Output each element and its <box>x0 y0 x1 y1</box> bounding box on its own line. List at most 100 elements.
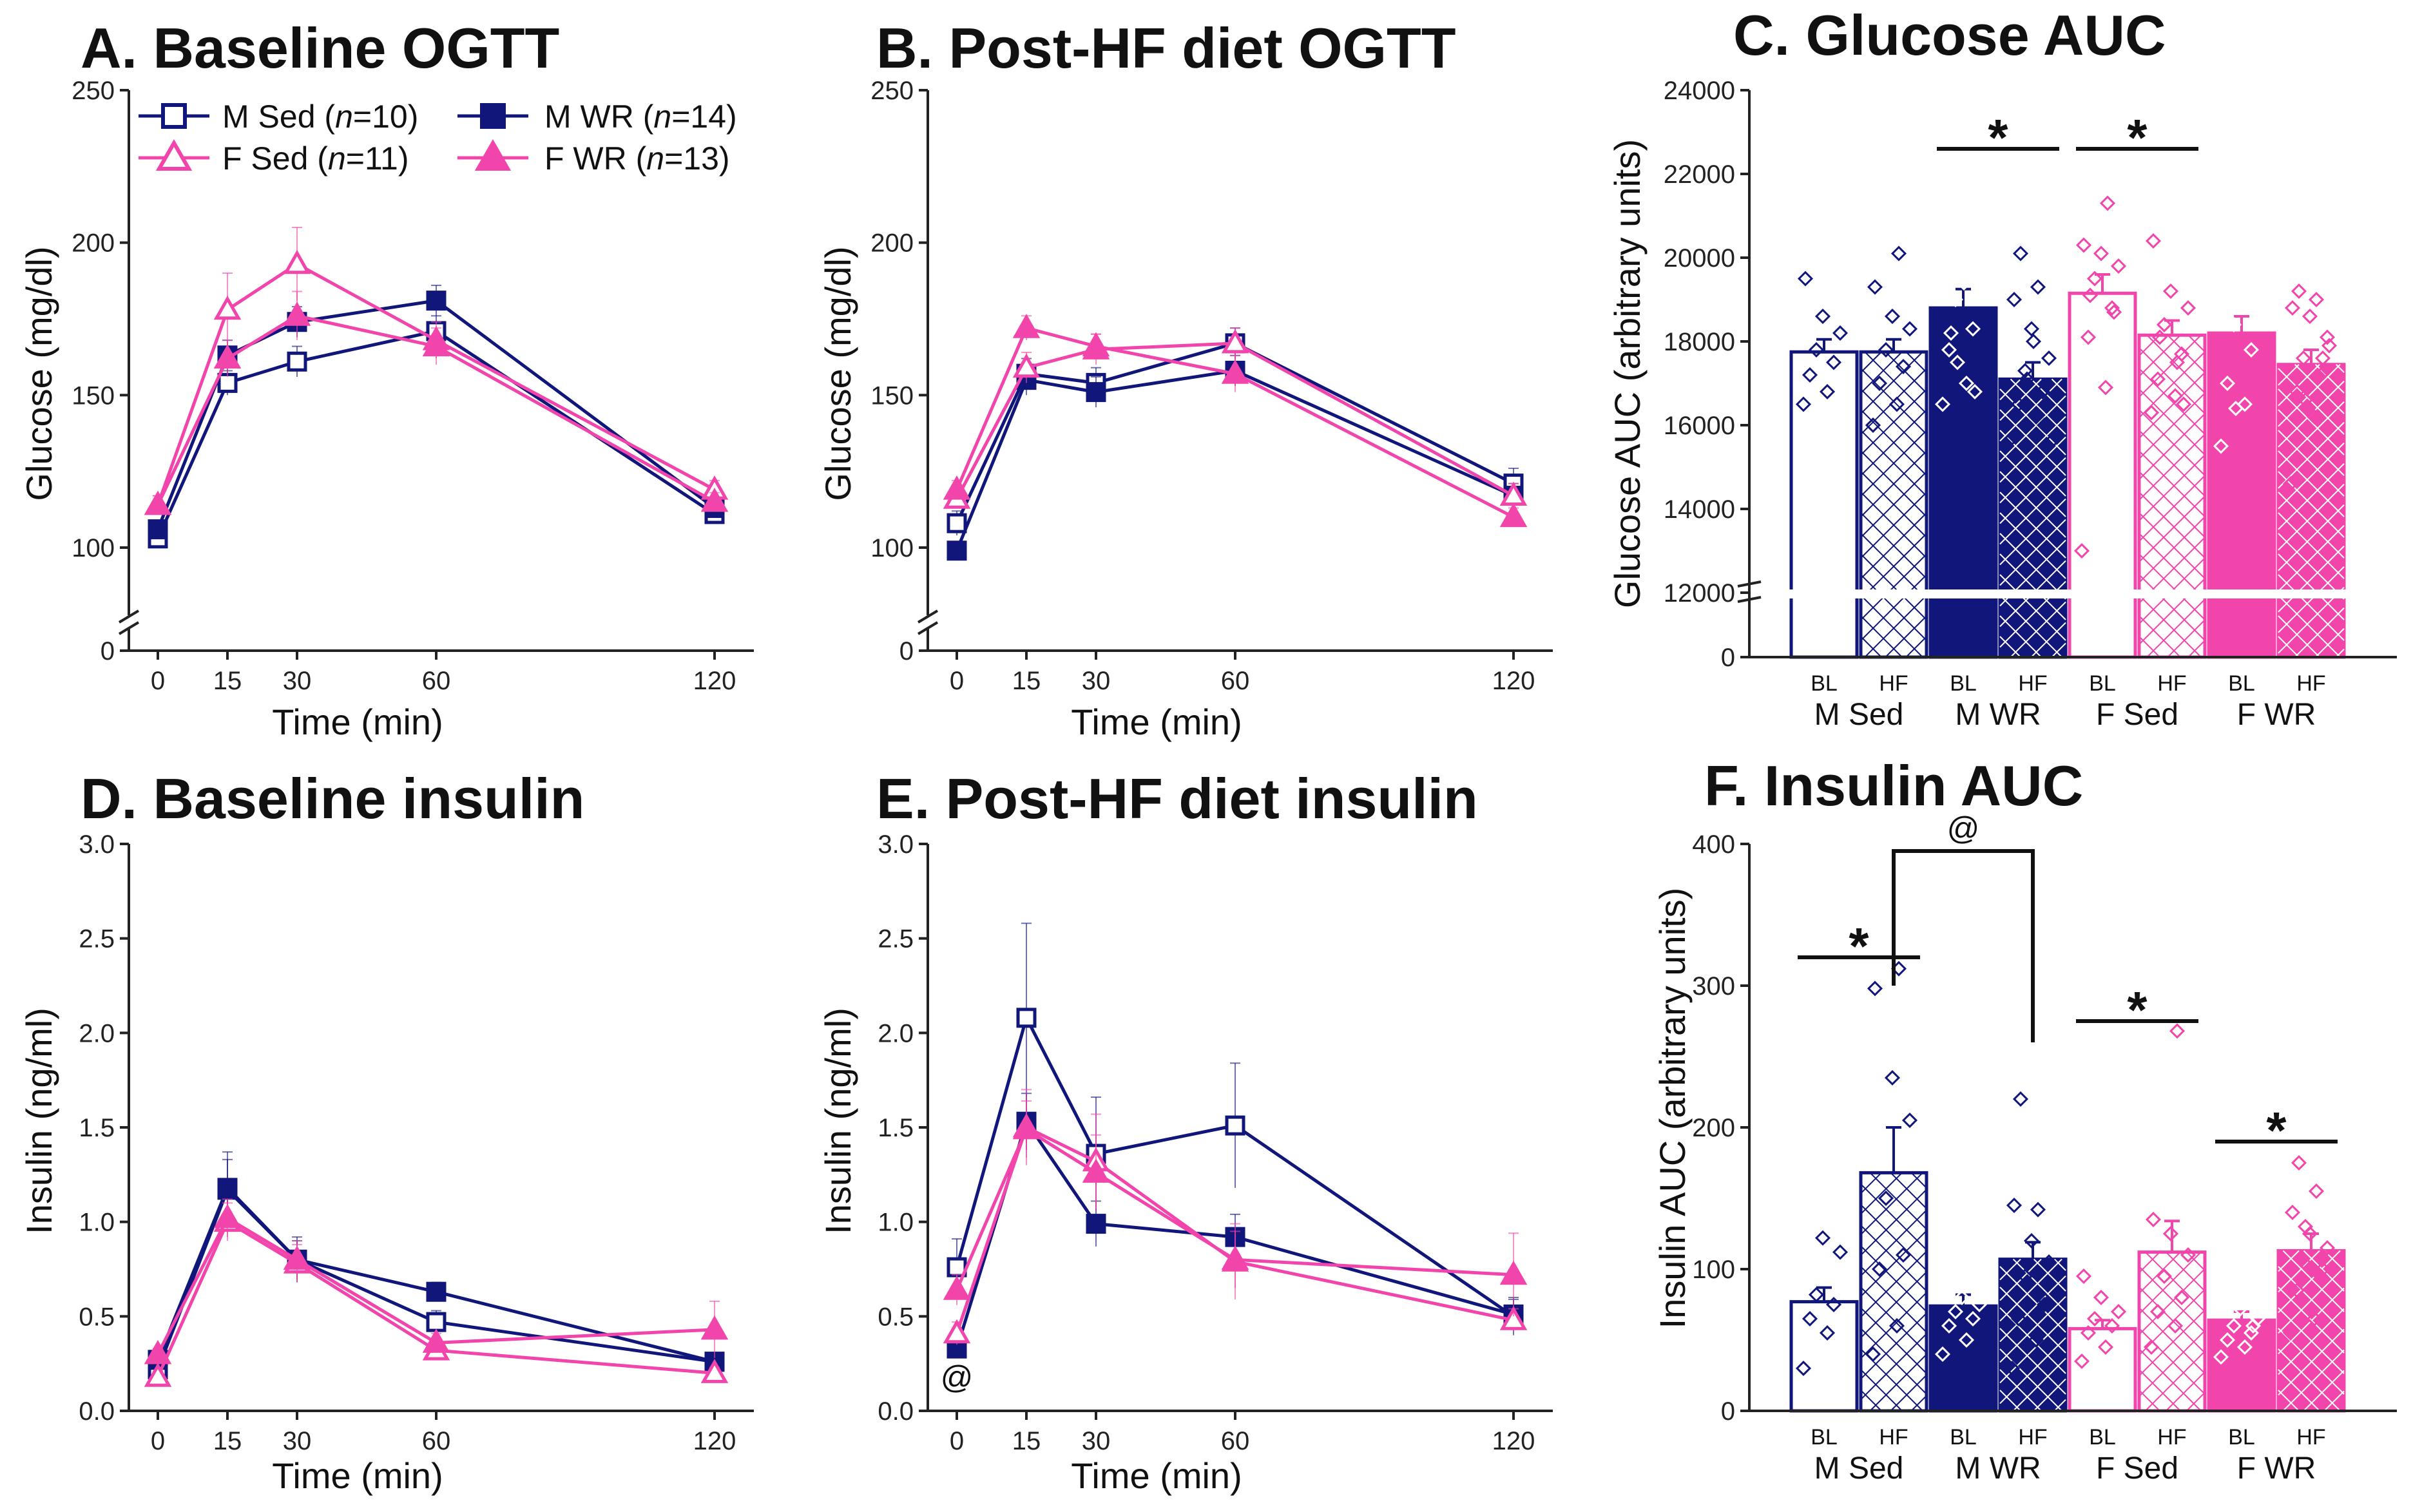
series-f-wr <box>943 1100 1528 1317</box>
hatch-line <box>2278 1390 2300 1412</box>
data-point-marker <box>1499 1260 1528 1285</box>
panel-f-title: F. Insulin AUC <box>1704 754 2083 818</box>
hatch-line <box>1999 498 2066 566</box>
hatch-line <box>1999 519 2066 586</box>
hatch-line <box>1999 533 2066 600</box>
subgroup-label: HF <box>1879 671 1908 696</box>
individual-point <box>2232 266 2249 283</box>
legend: M Sed (n=10) M WR (n=14) F Sed (n=11) F … <box>139 99 737 177</box>
legend-label: F WR (n=13) <box>544 140 730 177</box>
significance-label: * <box>2127 981 2148 1038</box>
significance-bracket <box>1892 849 2035 1042</box>
y-tick-label: 0 <box>899 637 914 665</box>
y-tick-label: 0.0 <box>878 1397 914 1426</box>
hatch-line <box>2165 1251 2206 1292</box>
hatch-line <box>1999 1275 2066 1343</box>
y-tick-label: 0.5 <box>878 1303 914 1331</box>
y-tick-label: 22000 <box>1664 160 1735 189</box>
data-point-marker <box>422 332 450 357</box>
hatch-line <box>2278 1287 2345 1354</box>
individual-point <box>2306 408 2323 425</box>
hatch-line <box>1910 1172 1927 1189</box>
individual-point <box>1949 354 1966 370</box>
individual-point <box>1901 321 1918 337</box>
hatch-line <box>2187 640 2206 658</box>
hatch-line <box>2138 475 2206 542</box>
hatch-line <box>2278 504 2345 571</box>
hatch-line <box>2278 443 2345 510</box>
hatch-line <box>1860 636 1882 658</box>
individual-point <box>2321 338 2338 354</box>
x-tick-label: 15 <box>1012 667 1041 695</box>
individual-point <box>1941 1317 1957 1334</box>
legend-item-f-wr: F WR (n=13) <box>457 139 730 177</box>
group-label: M Sed <box>1814 698 1904 732</box>
bar-hatch <box>2278 364 2345 658</box>
y-tick-label: 100 <box>72 534 115 562</box>
hatch-line <box>2138 1251 2202 1315</box>
hatch-line <box>1860 1369 1903 1412</box>
series-f-wr <box>144 1198 729 1364</box>
y-tick-label: 1.0 <box>878 1209 914 1237</box>
bar <box>1928 306 1998 659</box>
individual-point <box>2149 1303 2166 1320</box>
individual-point <box>2225 1317 2242 1334</box>
individual-point <box>2149 371 2166 387</box>
hatch-line <box>2051 642 2066 658</box>
panel-a-ylabel: Glucose (mg/dl) <box>19 246 59 501</box>
hatch-line <box>1999 574 2066 641</box>
individual-point <box>1867 981 1883 997</box>
hatch-line <box>1860 1328 1927 1395</box>
individual-point <box>1956 274 1972 291</box>
hatch-line <box>1999 1316 2066 1384</box>
bar-hatch <box>1999 1258 2066 1412</box>
individual-point <box>1890 961 1907 977</box>
hatch-line <box>1885 615 1927 658</box>
legend-label: M Sed (n=10) <box>222 99 418 135</box>
hatch-line <box>2278 1250 2300 1272</box>
hatch-line <box>1860 1189 1927 1256</box>
hatch-line <box>2165 1371 2206 1412</box>
individual-point <box>2245 1317 2262 1334</box>
hatch-line <box>2303 1250 2345 1292</box>
x-tick-label: 0 <box>950 1427 964 1455</box>
individual-point <box>1895 358 1912 375</box>
data-point-marker <box>217 1178 238 1198</box>
bar <box>1789 350 1859 659</box>
hatch-line <box>1999 477 2066 545</box>
hatch-line <box>2278 553 2345 620</box>
x-tick-label: 120 <box>693 1427 736 1455</box>
axis-break-band <box>1738 589 2411 598</box>
individual-point <box>1802 367 1818 383</box>
individual-point <box>2175 396 2192 412</box>
hatch-line <box>2010 378 2066 435</box>
y-tick-label: 100 <box>870 534 914 562</box>
hatch-line <box>2146 334 2206 394</box>
hatch-line <box>1860 615 1903 658</box>
hatch-line <box>2278 546 2345 613</box>
panel-e-title: E. Post-HF diet insulin <box>876 767 1478 830</box>
y-tick-label: 20000 <box>1664 244 1735 273</box>
data-point-marker <box>426 1281 447 1302</box>
individual-point <box>2030 279 2046 295</box>
x-tick-label: 60 <box>422 1427 451 1455</box>
hatch-line <box>1860 471 1927 538</box>
data-point-marker <box>1016 1008 1037 1028</box>
data-point-marker <box>700 1359 729 1383</box>
hatch-line <box>2138 347 2206 414</box>
individual-point <box>2010 1310 2027 1327</box>
individual-point <box>1825 1296 1842 1313</box>
subgroup-label: BL <box>2089 1425 2116 1450</box>
data-point-marker <box>1086 382 1106 403</box>
hatch-line <box>2278 450 2345 517</box>
hatch-line <box>2138 334 2160 356</box>
legend-item-f-sed: F Sed (n=11) <box>139 139 409 177</box>
hatch-line <box>2278 1250 2341 1314</box>
panel-b-xlabel: Time (min) <box>1071 702 1242 742</box>
hatch-line <box>2336 649 2345 658</box>
hatch-line <box>2278 566 2345 633</box>
data-point-marker <box>283 249 311 274</box>
individual-point <box>1943 325 1959 341</box>
hatch-line <box>2053 1399 2066 1412</box>
y-tick-label: 24000 <box>1664 77 1735 105</box>
